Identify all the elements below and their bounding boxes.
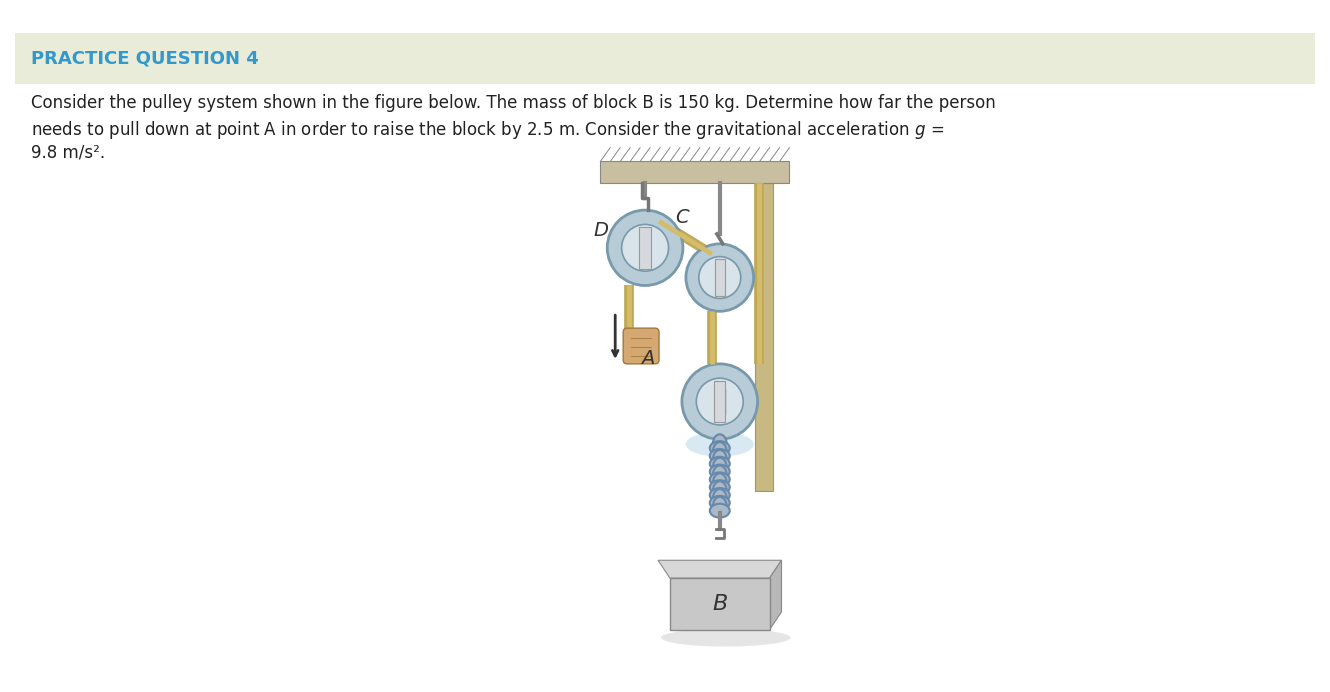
Ellipse shape — [710, 496, 730, 510]
Circle shape — [717, 399, 722, 405]
Text: Consider the pulley system shown in the figure below. The mass of block B is 150: Consider the pulley system shown in the … — [31, 94, 995, 112]
Ellipse shape — [713, 466, 726, 485]
Text: C: C — [674, 208, 689, 227]
Polygon shape — [770, 561, 782, 630]
Bar — [716, 266, 724, 289]
Ellipse shape — [710, 480, 730, 494]
Circle shape — [697, 379, 743, 425]
Bar — [714, 381, 725, 422]
Circle shape — [717, 275, 722, 280]
Ellipse shape — [713, 489, 726, 509]
Circle shape — [608, 210, 682, 286]
Ellipse shape — [710, 488, 730, 502]
Ellipse shape — [713, 473, 726, 493]
Ellipse shape — [686, 432, 754, 457]
FancyBboxPatch shape — [600, 161, 790, 183]
Bar — [640, 227, 650, 268]
FancyBboxPatch shape — [624, 328, 660, 364]
Ellipse shape — [710, 473, 730, 486]
Bar — [640, 235, 650, 260]
Ellipse shape — [713, 442, 726, 462]
Circle shape — [682, 364, 758, 439]
Ellipse shape — [710, 464, 730, 478]
Text: 9.8 m/s².: 9.8 m/s². — [31, 144, 105, 162]
Polygon shape — [658, 561, 782, 578]
Text: A: A — [641, 349, 654, 368]
Circle shape — [698, 257, 741, 298]
Bar — [716, 390, 725, 414]
Text: B: B — [712, 594, 728, 614]
Ellipse shape — [710, 504, 730, 518]
Circle shape — [621, 224, 669, 271]
Bar — [754, 183, 773, 491]
Ellipse shape — [713, 457, 726, 477]
Bar — [670, 578, 770, 630]
Ellipse shape — [713, 450, 726, 470]
Ellipse shape — [713, 497, 726, 517]
Ellipse shape — [710, 449, 730, 463]
Circle shape — [642, 245, 648, 251]
Circle shape — [686, 244, 754, 311]
Text: needs to pull down at point A in order to raise the block by 2.5 m. Consider the: needs to pull down at point A in order t… — [31, 119, 944, 141]
Ellipse shape — [710, 457, 730, 471]
Text: D: D — [593, 221, 608, 240]
Bar — [714, 259, 725, 296]
Ellipse shape — [713, 481, 726, 501]
Ellipse shape — [713, 435, 726, 454]
Text: PRACTICE QUESTION 4: PRACTICE QUESTION 4 — [31, 49, 258, 67]
Ellipse shape — [710, 441, 730, 455]
Bar — [15, 33, 1315, 84]
Ellipse shape — [661, 629, 790, 646]
